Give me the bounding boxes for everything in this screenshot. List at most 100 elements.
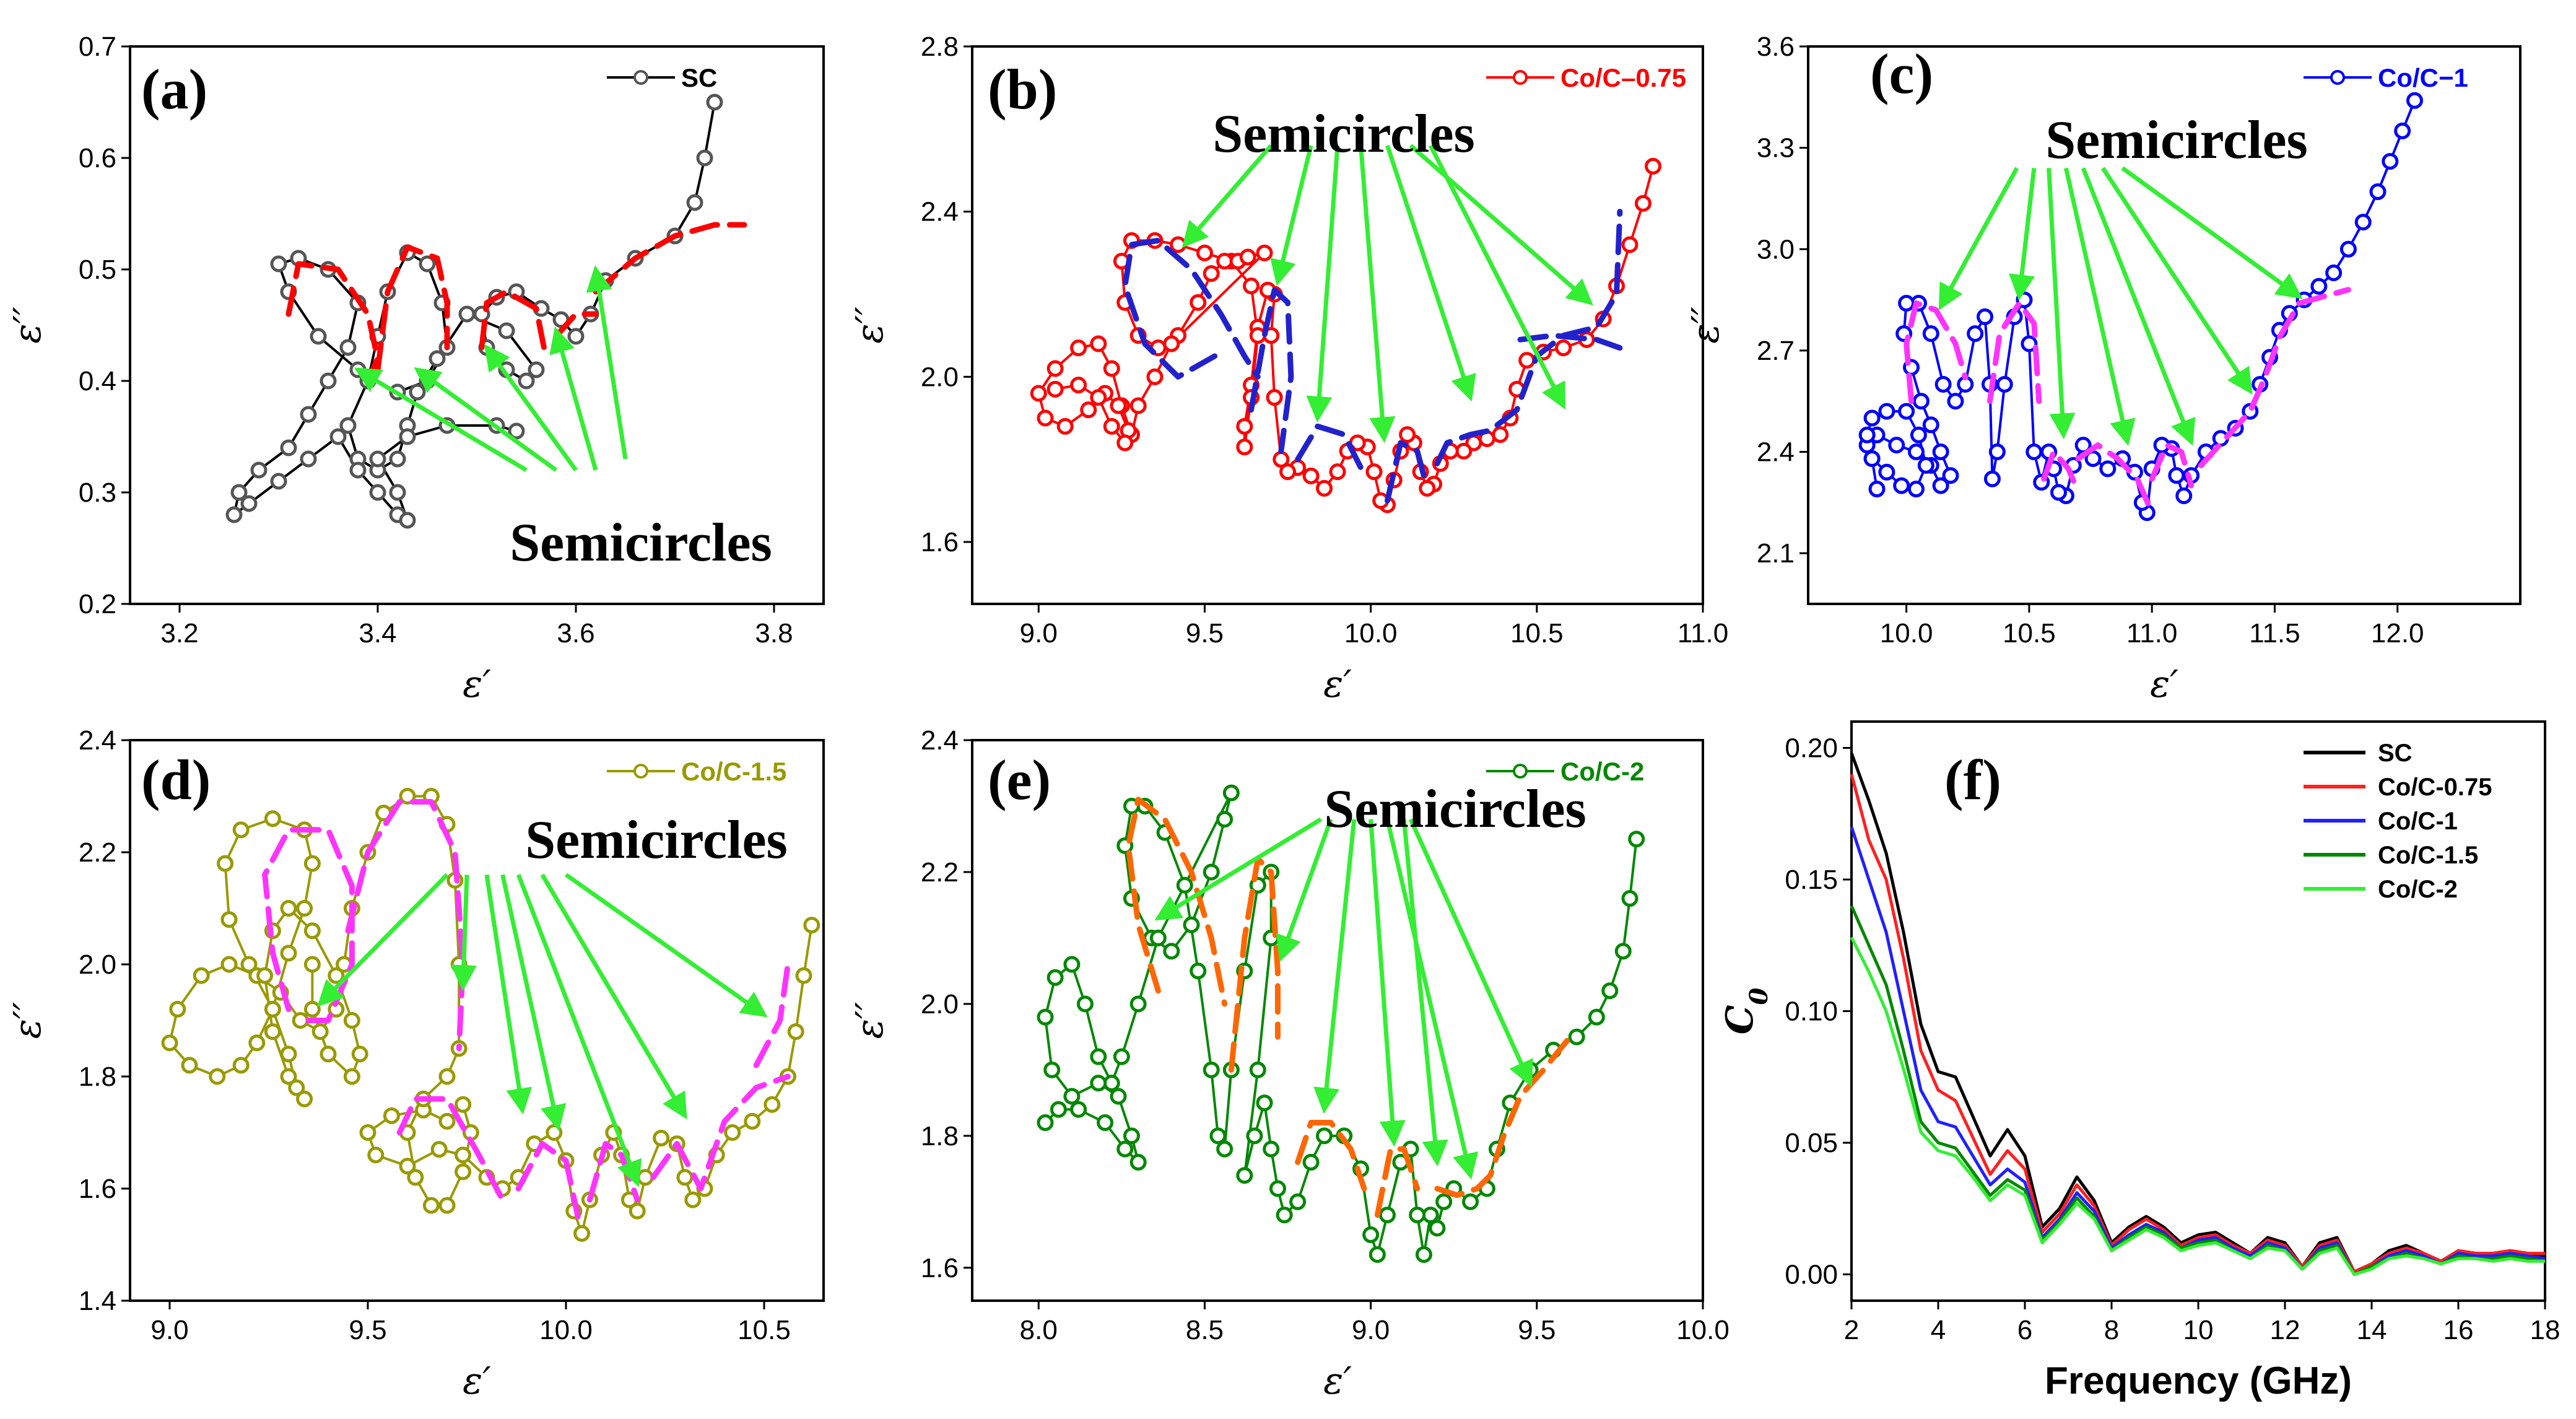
data-point — [1269, 1180, 1286, 1197]
data-point — [2369, 183, 2387, 201]
data-point — [2026, 443, 2043, 461]
y-tick-label: 2.2 — [921, 857, 959, 888]
data-point — [1146, 368, 1164, 385]
data-point — [240, 495, 258, 512]
data-point — [256, 967, 274, 984]
data-point — [1362, 1226, 1380, 1244]
data-point — [1170, 236, 1187, 253]
y-tick-label: 1.8 — [79, 1062, 116, 1092]
x-tick-label: 18 — [2530, 1315, 2561, 1345]
x-tick-label: 11.0 — [2126, 618, 2177, 648]
fit-curve-e-2 — [1295, 1120, 1367, 1192]
data-point — [1422, 1207, 1439, 1224]
data-point — [329, 428, 347, 445]
data-point — [1050, 1101, 1067, 1118]
data-point — [2339, 240, 2357, 258]
data-point — [573, 1225, 591, 1242]
data-point — [696, 149, 713, 167]
data-point — [343, 1012, 360, 1029]
x-tick-label: 9.5 — [1518, 1315, 1556, 1345]
semicircle-arrow — [1938, 167, 2019, 311]
y-axis-label: C0 — [1718, 988, 1773, 1035]
legend-marker — [633, 70, 648, 85]
data-point — [1266, 389, 1283, 406]
data-point — [1090, 1048, 1107, 1065]
data-point — [1858, 426, 1876, 443]
data-point — [1263, 1140, 1280, 1158]
data-point — [438, 1112, 456, 1130]
x-tick-label: 9.0 — [1352, 1315, 1390, 1345]
fit-curve-b-0 — [1122, 237, 1261, 380]
data-point — [1621, 890, 1638, 907]
data-point — [351, 1046, 368, 1063]
legend-label: Co/C-2 — [2378, 876, 2458, 903]
data-point — [1046, 360, 1064, 377]
data-point — [1110, 397, 1127, 414]
fit-curve-a-1 — [375, 244, 450, 373]
y-tick-label: 0.7 — [79, 32, 116, 62]
fit-curve-b-5 — [1517, 333, 1623, 351]
data-point — [1216, 811, 1234, 828]
data-point — [399, 788, 416, 805]
data-point — [2099, 460, 2117, 478]
legend-label: SC — [681, 63, 717, 92]
data-point — [1243, 277, 1260, 295]
data-point — [1037, 1008, 1054, 1026]
x-tick-label: 9.5 — [1186, 618, 1224, 648]
semicircle-arrow — [1270, 145, 1313, 286]
data-point — [1129, 995, 1147, 1013]
y-tick-label: 2.4 — [1757, 437, 1795, 468]
panel-label-b: (b) — [988, 58, 1057, 121]
semicircle-arrow — [564, 873, 768, 1018]
legend-label: Co/C-1.5 — [2378, 842, 2478, 869]
data-point — [270, 473, 287, 490]
data-point — [303, 956, 321, 973]
data-point — [250, 461, 268, 479]
y-axis-label: ε′′ — [6, 1002, 50, 1039]
data-point — [1103, 360, 1120, 377]
y-tick-label: 0.05 — [1785, 1128, 1838, 1158]
semicircle-arrow — [500, 874, 567, 1132]
data-point — [706, 94, 723, 111]
data-point — [1030, 385, 1047, 402]
data-point — [1046, 969, 1064, 986]
y-axis-label: ε′′ — [6, 307, 50, 344]
data-point — [230, 484, 248, 501]
legend-marker — [2330, 70, 2345, 85]
data-point — [1878, 463, 1895, 481]
semicircle-arrow — [414, 367, 558, 472]
data-point — [349, 461, 367, 479]
data-point — [684, 1191, 702, 1208]
fit-curve-a-0 — [285, 261, 381, 384]
x-tick-label: 10.0 — [1676, 1315, 1730, 1345]
semicircle-arrow — [1385, 144, 1476, 402]
plot-frame-d — [129, 739, 825, 1302]
data-point — [2325, 264, 2343, 281]
data-point — [303, 922, 321, 940]
data-point — [1888, 437, 1905, 454]
data-point — [1455, 442, 1473, 460]
fit-curve-d-1 — [345, 799, 466, 1052]
data-point — [1907, 481, 1925, 498]
data-point — [2168, 467, 2185, 484]
data-point — [1097, 1114, 1114, 1132]
y-tick-label: 2.4 — [921, 725, 959, 756]
data-point — [1907, 443, 1925, 461]
fit-curve-d-6 — [753, 961, 791, 1068]
data-point — [1628, 831, 1645, 848]
fit-curve-c-1 — [1986, 300, 2042, 404]
fit-curve-b-1 — [1248, 287, 1294, 454]
data-point — [1917, 456, 1934, 474]
y-tick-label: 0.3 — [79, 478, 116, 508]
data-point — [2394, 122, 2411, 139]
data-point — [399, 1158, 416, 1175]
y-tick-label: 0.10 — [1785, 997, 1838, 1027]
data-point — [686, 194, 703, 211]
data-point — [169, 1000, 186, 1018]
legend-label: Co/C–0.75 — [1560, 63, 1686, 92]
y-tick-label: 2.0 — [921, 362, 959, 392]
data-point — [320, 372, 337, 390]
semicircles-annotation: Semicircles — [1324, 779, 1586, 839]
x-axis-label: ε′ — [1323, 663, 1352, 706]
plot-frame-b — [971, 45, 1704, 605]
